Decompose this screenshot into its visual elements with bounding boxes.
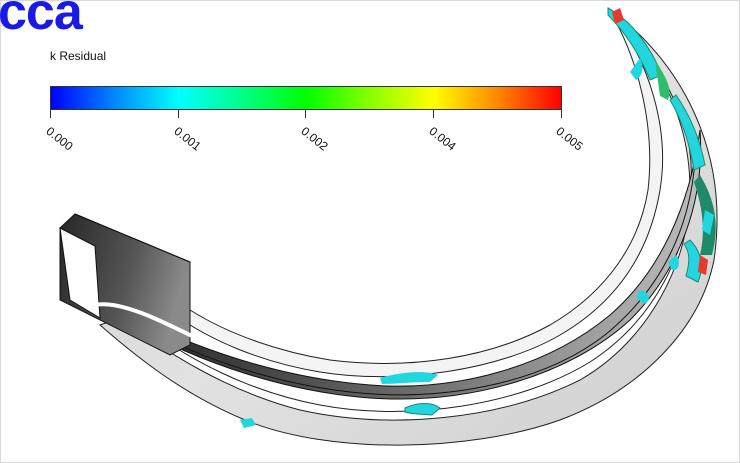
page-title: cca	[0, 0, 83, 41]
legend-tick	[178, 110, 179, 118]
legend-tick	[433, 110, 434, 118]
inlet-duct	[59, 213, 201, 356]
blade-edge	[129, 159, 696, 396]
legend-title: k Residual	[50, 49, 107, 63]
legend-tick	[561, 110, 562, 118]
residual-contours	[240, 7, 716, 428]
legend-tick	[50, 110, 51, 118]
legend-tick	[305, 110, 306, 118]
inner-white-band	[173, 7, 663, 378]
color-bar	[50, 86, 562, 110]
